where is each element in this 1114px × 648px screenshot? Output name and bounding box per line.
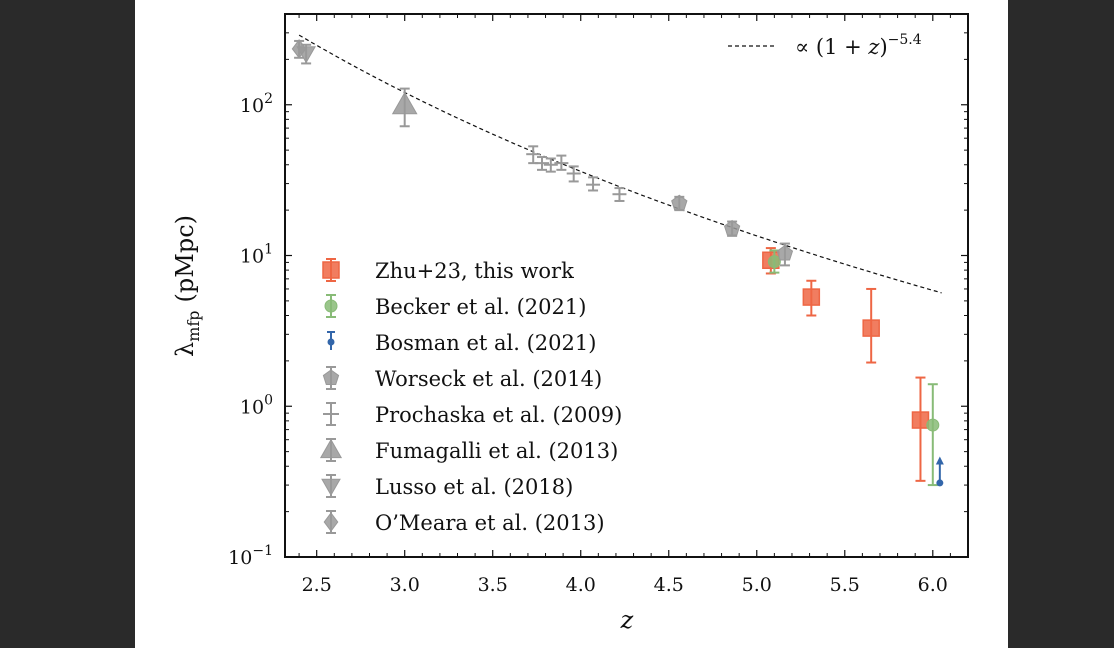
marker-square bbox=[911, 411, 930, 429]
legend-item: Lusso et al. (2018) bbox=[321, 474, 573, 499]
legend-label: Fumagalli et al. (2013) bbox=[375, 439, 618, 463]
marker-triangle-up bbox=[391, 91, 418, 115]
marker-square bbox=[322, 261, 340, 279]
legend-label: Prochaska et al. (2009) bbox=[375, 403, 622, 427]
marker-pentagon bbox=[723, 219, 741, 236]
marker-triangle-down bbox=[321, 478, 341, 497]
series-group bbox=[671, 194, 794, 267]
x-tick-label: 2.5 bbox=[302, 574, 332, 596]
legend-label: Worseck et al. (2014) bbox=[375, 367, 602, 391]
legend-marker bbox=[327, 338, 335, 346]
series-group bbox=[291, 38, 307, 59]
legend-label: O’Meara et al. (2013) bbox=[375, 511, 605, 535]
marker-dot bbox=[936, 479, 944, 487]
legend-item: Bosman et al. (2021) bbox=[327, 331, 596, 355]
x-tick-label: 4.5 bbox=[654, 574, 684, 596]
x-tick-label: 5.0 bbox=[742, 574, 772, 596]
x-tick-label: 6.0 bbox=[918, 574, 948, 596]
legend-label: Zhu+23, this work bbox=[375, 259, 574, 283]
marker-pentagon bbox=[322, 369, 340, 385]
fit-line bbox=[298, 34, 942, 294]
axes-frame bbox=[284, 13, 969, 558]
axes-layer: 2.5 3.0 3.5 4.0 4.5 5.0 5.5 6.0 102 101 100 10−1 bbox=[228, 13, 969, 596]
y-axis-label: λmfp(pMpc) bbox=[171, 215, 203, 357]
marker-circle bbox=[767, 255, 781, 269]
x-tick-label: 3.5 bbox=[478, 574, 508, 596]
fit-legend-label: ∝ (1 + z)−5.4 bbox=[795, 32, 922, 59]
marker-triangle-up bbox=[319, 438, 343, 459]
legend-label: Lusso et al. (2018) bbox=[375, 475, 573, 499]
series-group bbox=[391, 87, 418, 128]
series-group bbox=[762, 247, 930, 482]
figure-canvas: 2.5 3.0 3.5 4.0 4.5 5.0 5.5 6.0 102 101 100 10−1 ∝ … bbox=[135, 0, 1008, 648]
marker-diamond bbox=[291, 38, 307, 59]
marker-square bbox=[862, 319, 880, 337]
legend-label: Bosman et al. (2021) bbox=[375, 331, 596, 355]
x-tick-label: 5.5 bbox=[830, 574, 860, 596]
y-tick-label: 101 bbox=[240, 242, 273, 268]
data-layer bbox=[291, 34, 944, 487]
legend-item: Fumagalli et al. (2013) bbox=[319, 438, 618, 463]
legend-item: Becker et al. (2021) bbox=[324, 294, 586, 319]
series-group bbox=[935, 456, 944, 487]
x-tick-label: 4.0 bbox=[566, 574, 596, 596]
y-tick-label: 102 bbox=[240, 91, 273, 117]
fit-legend: ∝ (1 + z)−5.4 bbox=[728, 32, 922, 59]
x-axis-label: z bbox=[620, 606, 634, 634]
marker-pentagon bbox=[671, 194, 688, 211]
y-tick-label: 10−1 bbox=[228, 543, 273, 569]
marker-circle bbox=[926, 418, 940, 432]
chart: 2.5 3.0 3.5 4.0 4.5 5.0 5.5 6.0 102 101 100 10−1 ∝ … bbox=[171, 13, 969, 634]
marker-pentagon bbox=[776, 244, 794, 261]
legend-item: Prochaska et al. (2009) bbox=[323, 402, 622, 427]
y-tick-label: 100 bbox=[240, 392, 273, 418]
series-group bbox=[767, 249, 940, 487]
marker-square bbox=[802, 288, 821, 306]
limit-arrow-head bbox=[935, 456, 944, 465]
series-group bbox=[526, 145, 627, 202]
marker-diamond bbox=[323, 512, 339, 532]
legend-item: Worseck et al. (2014) bbox=[322, 366, 602, 391]
legend: Zhu+23, this work Becker et al. (2021) Bos… bbox=[319, 258, 622, 535]
legend-label: Becker et al. (2021) bbox=[375, 295, 586, 319]
x-tick-label: 3.0 bbox=[390, 574, 420, 596]
legend-item: O’Meara et al. (2013) bbox=[323, 510, 605, 535]
legend-item: Zhu+23, this work bbox=[322, 258, 574, 283]
marker-circle bbox=[324, 299, 338, 313]
